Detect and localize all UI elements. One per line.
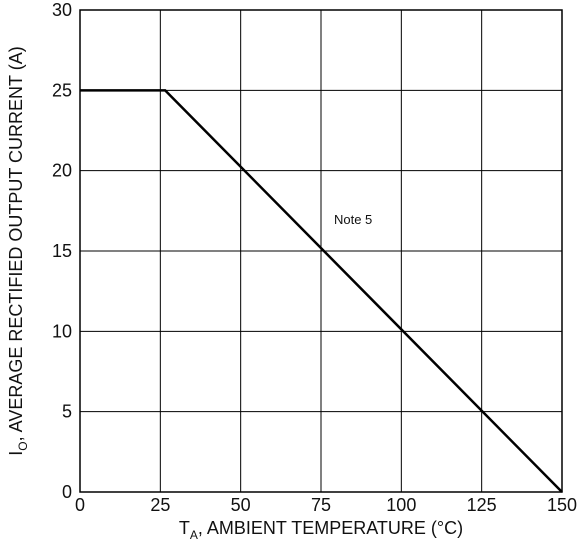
y-tick-label: 25 (52, 80, 72, 100)
x-tick-label: 25 (150, 495, 170, 515)
x-tick-label: 50 (231, 495, 251, 515)
x-axis-label: TA, AMBIENT TEMPERATURE (°C) (179, 518, 463, 542)
x-tick-label: 125 (467, 495, 497, 515)
y-tick-label: 5 (62, 402, 72, 422)
annotations: Note 5 (334, 212, 372, 227)
series-group (80, 89, 563, 493)
y-axis-ticks: 0 5 10 15 20 25 30 (52, 0, 72, 502)
y-tick-label: 30 (52, 0, 72, 20)
series-line (80, 89, 563, 493)
plot-frame (79, 9, 563, 493)
x-tick-label: 75 (311, 495, 331, 515)
annotation-note: Note 5 (334, 212, 372, 227)
y-tick-label: 0 (62, 482, 72, 502)
x-tick-label: 150 (547, 495, 577, 515)
y-tick-label: 10 (52, 321, 72, 341)
x-tick-label: 100 (386, 495, 416, 515)
y-tick-label: 15 (52, 241, 72, 261)
y-axis-label: IO, AVERAGE RECTIFIED OUTPUT CURRENT (A) (6, 46, 30, 455)
y-tick-label: 20 (52, 161, 72, 181)
x-tick-label: 0 (75, 495, 85, 515)
x-axis-ticks: 0 25 50 75 100 125 150 (75, 495, 577, 515)
